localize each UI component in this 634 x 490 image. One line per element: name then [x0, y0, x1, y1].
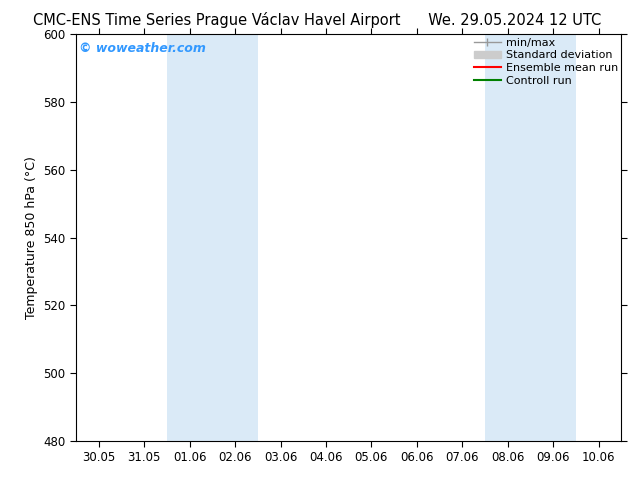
Legend: min/max, Standard deviation, Ensemble mean run, Controll run: min/max, Standard deviation, Ensemble me… — [471, 35, 620, 88]
Y-axis label: Temperature 850 hPa (°C): Temperature 850 hPa (°C) — [25, 156, 38, 319]
Bar — [167, 34, 258, 441]
Text: CMC-ENS Time Series Prague Václav Havel Airport      We. 29.05.2024 12 UTC: CMC-ENS Time Series Prague Václav Havel … — [33, 12, 601, 28]
Bar — [485, 34, 576, 441]
Text: © woweather.com: © woweather.com — [79, 43, 205, 55]
